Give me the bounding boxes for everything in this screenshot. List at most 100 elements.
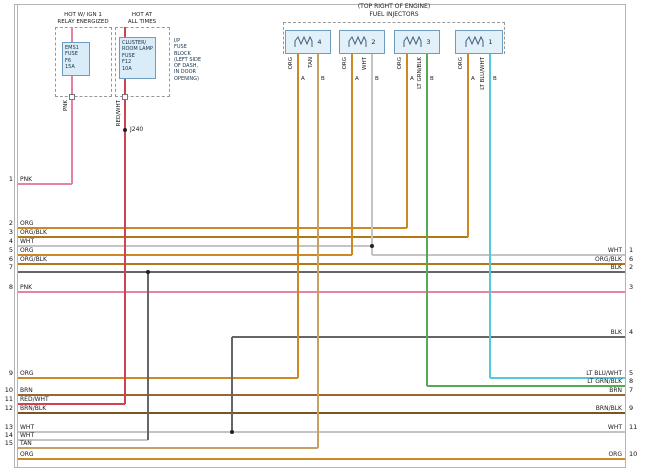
- terminal-number-left: 5: [8, 246, 13, 254]
- terminal-number-left: 1: [8, 175, 13, 183]
- wire-color-label-left: ORG: [20, 247, 34, 254]
- wire-org-horizontal: [18, 458, 625, 460]
- wire-blk-vertical: [231, 337, 233, 432]
- terminal-number-left: 13: [4, 423, 13, 431]
- injector-pin-letter: B: [493, 76, 497, 82]
- terminal-number-right: 10: [629, 450, 638, 458]
- injector-pin-letter: A: [471, 76, 475, 82]
- fuel-injector-connector: 3: [394, 30, 440, 54]
- power-source-1-label-line2: RELAY ENERGIZED: [57, 19, 109, 25]
- wire-color-label-right: BRN/BLK: [595, 405, 622, 412]
- junction-dot: [370, 244, 374, 248]
- terminal-number-right: 6: [629, 255, 634, 263]
- note-line: BLOCK: [174, 50, 191, 57]
- terminal-number-left: 14: [4, 431, 13, 439]
- injector-pin-letter: A: [355, 76, 359, 82]
- injector-pin-letter: A: [410, 76, 414, 82]
- fuse-block-terminal-1: [69, 94, 75, 100]
- injector-pin-wire-color: LT BLU/WHT: [480, 57, 486, 90]
- injector-pin-wire-color: WHT: [362, 57, 368, 70]
- power-source-2-label-line2: ALL TIMES: [127, 19, 157, 25]
- fuse-ems1: EMS1 FUSE F6 15A: [62, 42, 90, 76]
- fuse-cluster-rating: 10A: [122, 65, 132, 72]
- terminal-number-left: 6: [8, 255, 13, 263]
- injector-group-bracket: [283, 22, 505, 54]
- injector-pin-wire-color: ORG: [397, 57, 403, 70]
- wire-color-label-right: LT GRN/BLK: [587, 378, 622, 385]
- wire-pnk-vertical: [71, 76, 73, 184]
- wire-color-label-pnk-vertical: PNK: [63, 100, 69, 112]
- power-source-2-label-line1: HOT AT: [131, 12, 153, 18]
- terminal-number-right: 9: [629, 404, 634, 412]
- wire-tan-horizontal: [18, 447, 318, 449]
- junction-dot: [123, 128, 127, 132]
- wire-wht-horizontal: [18, 245, 372, 247]
- injector-location-label: (TOP RIGHT OF ENGINE): [357, 3, 431, 10]
- injector-section-title: FUEL INJECTORS: [369, 11, 419, 18]
- wire-color-label-right: WHT: [607, 424, 622, 431]
- terminal-number-left: 2: [8, 219, 13, 227]
- wire-color-label-right: BRN: [609, 387, 622, 394]
- wire-color-label-left: BRN: [20, 387, 33, 394]
- wire-color-label-left: WHT: [20, 424, 35, 431]
- wire-color-label-left: PNK: [20, 176, 33, 183]
- injector-number: 3: [426, 38, 431, 46]
- injector-number: 1: [488, 38, 493, 46]
- power-source-1-label-line1: HOT W/ IGN 1: [64, 12, 102, 18]
- wire-pnk-horizontal: [18, 183, 72, 185]
- wire-blk-vertical: [147, 272, 149, 440]
- wire-blk-horizontal: [18, 271, 625, 273]
- wire-blk-horizontal: [232, 336, 625, 338]
- fuel-injector-connector: 2: [339, 30, 385, 54]
- wire-ltgrnblk-horizontal: [427, 385, 625, 387]
- wire-org-vertical: [351, 54, 353, 255]
- injector-pin-wire-color: TAN: [308, 57, 314, 68]
- injector-pin-wire-color: ORG: [342, 57, 348, 70]
- wire-color-label-left: TAN: [20, 440, 32, 447]
- injector-number: 2: [371, 38, 376, 46]
- wire-pnk-horizontal: [18, 291, 625, 293]
- terminal-number-left: 10: [4, 386, 13, 394]
- wire-org-vertical: [467, 54, 469, 237]
- injector-pin-wire-color: LT GRN/BLK: [417, 57, 423, 89]
- terminal-number-left: 7: [8, 263, 13, 271]
- wire-color-label-right: BLK: [610, 264, 622, 271]
- fuse-block-location-note: I/P FUSE BLOCK (LEFT SIDE OF DASH, IN DO…: [174, 38, 201, 82]
- fuse-ems1-rating: 15A: [65, 64, 75, 71]
- wire-color-label-left: ORG/BLK: [20, 229, 47, 236]
- injector-pin-letter: A: [301, 76, 305, 82]
- terminal-number-right: 2: [629, 263, 634, 271]
- terminal-number-right: 7: [629, 386, 634, 394]
- junction-dot: [230, 430, 234, 434]
- wire-wht-horizontal: [18, 439, 148, 441]
- injector-pin-letter: B: [375, 76, 379, 82]
- wire-color-label-left: PNK: [20, 284, 33, 291]
- fuse-cluster-name1: CLUSTER/: [122, 40, 147, 46]
- wire-ltbluwht-horizontal: [490, 377, 625, 379]
- wire-org-vertical: [406, 54, 408, 228]
- wire-pnk-vertical: [71, 27, 73, 42]
- terminal-number-left: 11: [4, 395, 13, 403]
- diagram-border: [14, 4, 626, 468]
- note-line: I/P: [174, 38, 181, 44]
- wire-color-label-left: ORG: [20, 370, 34, 377]
- fuse-block-dashed-box-1: [55, 27, 112, 97]
- junction-label: J240: [130, 126, 144, 133]
- wire-color-label-left: ORG: [20, 220, 34, 227]
- wire-org-horizontal: [18, 377, 298, 379]
- wire-brnblk-horizontal: [18, 412, 625, 414]
- wire-color-label-left: RED/WHT: [20, 396, 49, 403]
- wire-org-vertical: [297, 54, 299, 378]
- wire-wht-horizontal: [372, 254, 625, 256]
- injector-coil-icon: [294, 35, 313, 47]
- wire-color-label-left: WHT: [20, 238, 35, 245]
- terminal-number-left: 15: [4, 439, 13, 447]
- fuel-injector-connector: 1: [455, 30, 503, 54]
- note-line: OPENING): [174, 75, 199, 82]
- wire-orgblk-horizontal: [18, 236, 468, 238]
- wire-redwht-vertical: [124, 79, 126, 404]
- fuse-cluster-name2: ROOM LAMP: [122, 46, 153, 53]
- wire-tan-vertical: [317, 54, 319, 448]
- injector-coil-icon: [403, 35, 422, 47]
